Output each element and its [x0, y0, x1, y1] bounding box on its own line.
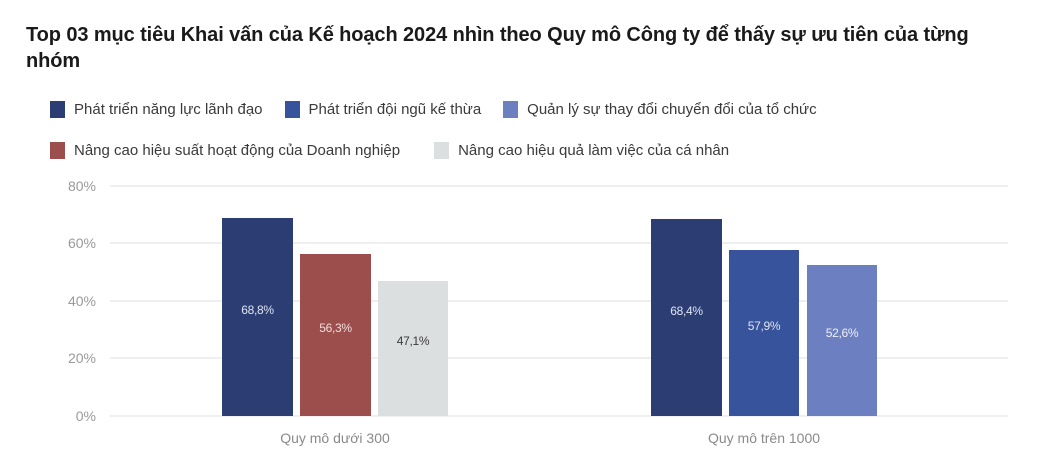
- legend-swatch-icon: [284, 100, 300, 118]
- chart-legend: Phát triển năng lực lãnh đạo Phát triển …: [50, 97, 1030, 179]
- bar-value-label: 68,4%: [670, 303, 703, 318]
- x-category-label: Quy mô dưới 300: [280, 430, 390, 446]
- bar: 56,3%: [300, 254, 371, 416]
- y-tick-0: 0%: [75, 408, 96, 424]
- y-tick-80: 80%: [67, 178, 96, 194]
- legend-label: Phát triển năng lực lãnh đạo: [74, 100, 263, 118]
- legend-item-individual-effectiveness: Nâng cao hiệu quả làm việc của cá nhân: [434, 141, 730, 159]
- gridline-80: [110, 185, 1008, 187]
- legend-row-2: Nâng cao hiệu suất hoạt động của Doanh n…: [50, 138, 1030, 162]
- legend-item-succession: Phát triển đội ngũ kế thừa: [284, 100, 482, 118]
- legend-item-leadership: Phát triển năng lực lãnh đạo: [50, 100, 263, 118]
- y-tick-20: 20%: [67, 350, 96, 366]
- gridline-20: [110, 357, 1008, 359]
- bar-value-label: 56,3%: [319, 321, 352, 336]
- legend-label: Nâng cao hiệu suất hoạt động của Doanh n…: [74, 141, 401, 159]
- legend-swatch-icon: [50, 100, 65, 118]
- bar-value-label: 57,9%: [747, 318, 781, 333]
- chart-title: Top 03 mục tiêu Khai vấn của Kế hoạch 20…: [26, 24, 969, 72]
- legend-label: Phát triển đội ngũ kế thừa: [308, 100, 482, 118]
- bar: 68,8%: [222, 218, 293, 416]
- bar: 47,1%: [378, 280, 448, 416]
- legend-label: Quản lý sự thay đổi chuyển đổi của tổ ch…: [527, 100, 817, 118]
- legend-item-change-management: Quản lý sự thay đổi chuyển đổi của tổ ch…: [503, 100, 817, 118]
- bar-value-label: 47,1%: [396, 334, 430, 349]
- legend-row-1: Phát triển năng lực lãnh đạo Phát triển …: [50, 97, 1030, 121]
- legend-swatch-icon: [503, 100, 519, 118]
- legend-item-business-performance: Nâng cao hiệu suất hoạt động của Doanh n…: [50, 141, 401, 159]
- bar-value-label: 68,8%: [241, 303, 274, 318]
- bar-value-label: 52,6%: [825, 326, 859, 341]
- legend-swatch-icon: [50, 141, 65, 159]
- x-category-label: Quy mô trên 1000: [707, 430, 821, 446]
- legend-swatch-icon: [434, 141, 450, 159]
- legend-label: Nâng cao hiệu quả làm việc của cá nhân: [458, 141, 730, 159]
- gridline-0: [110, 415, 1008, 417]
- gridline-40: [110, 300, 1008, 302]
- bar: 52,6%: [807, 264, 877, 416]
- bar: 68,4%: [651, 219, 722, 416]
- gridline-60: [110, 242, 1008, 244]
- y-tick-60: 60%: [67, 235, 96, 251]
- y-tick-40: 40%: [67, 293, 96, 309]
- bar: 57,9%: [729, 249, 799, 416]
